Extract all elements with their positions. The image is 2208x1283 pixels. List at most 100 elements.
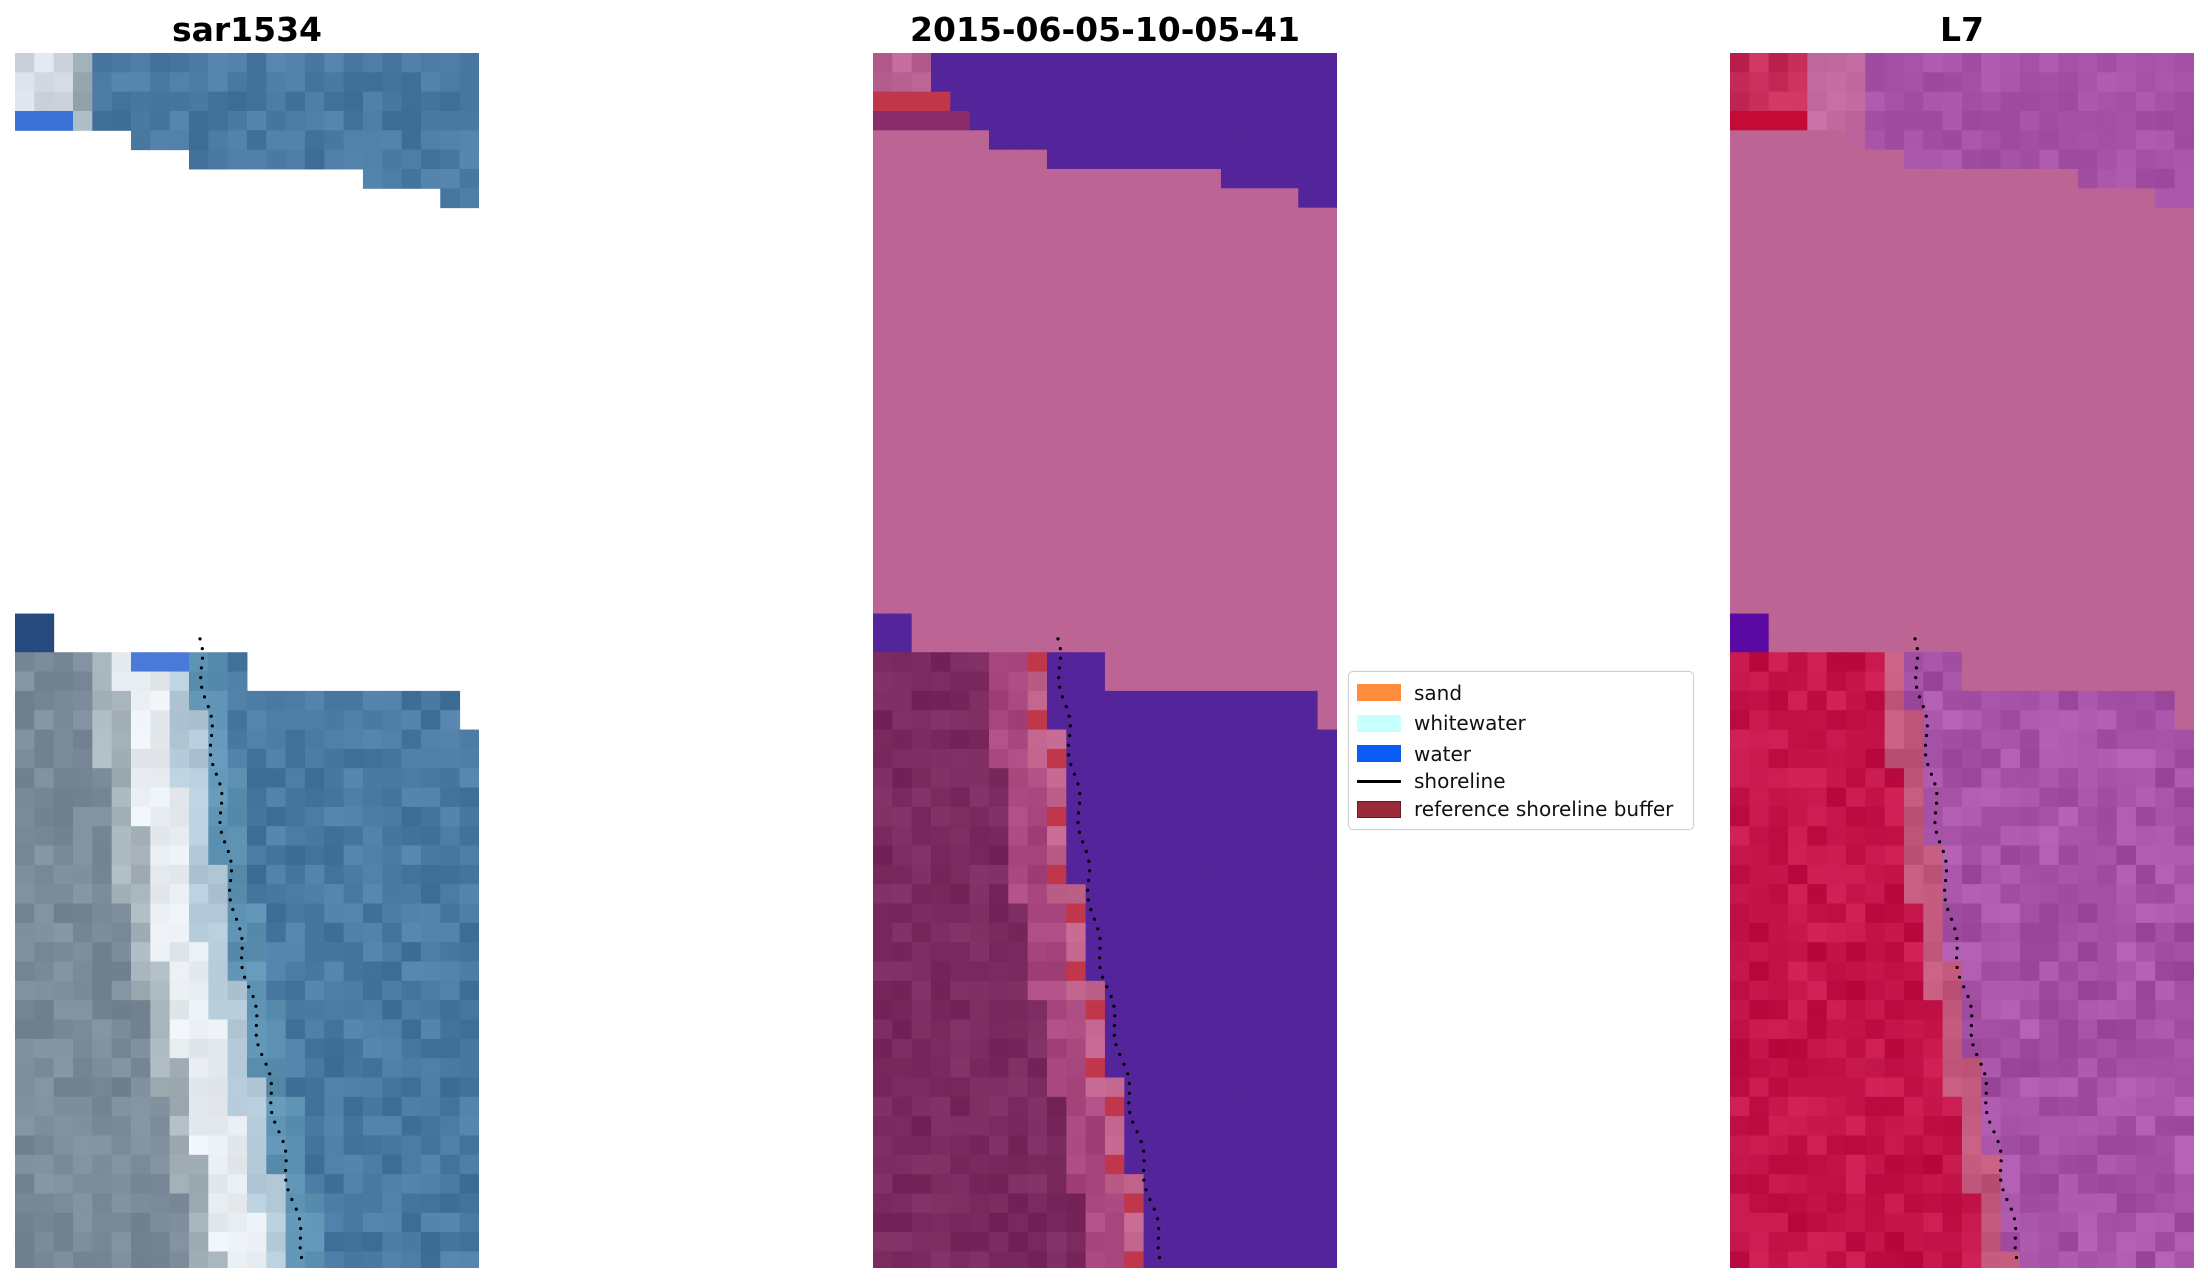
- pixel: [969, 168, 990, 189]
- pixel: [227, 1077, 248, 1098]
- pixel: [1884, 1193, 1905, 1214]
- pixel: [1008, 1174, 1029, 1194]
- pixel: [1278, 1116, 1299, 1136]
- pixel: [1807, 1193, 1828, 1214]
- pixel: [111, 1000, 132, 1020]
- pixel: [1768, 1251, 1789, 1268]
- pixel: [892, 613, 913, 634]
- pixel: [2116, 671, 2137, 692]
- pixel: [873, 1077, 893, 1098]
- pixel: [1182, 710, 1203, 731]
- pixel: [1942, 188, 1963, 209]
- pixel: [1317, 53, 1337, 73]
- pixel: [2077, 168, 2098, 189]
- pixel: [1046, 188, 1067, 209]
- pixel: [285, 922, 306, 943]
- pixel: [892, 246, 913, 267]
- pixel: [1298, 72, 1319, 93]
- pixel: [1278, 420, 1299, 441]
- pixel: [930, 1135, 951, 1156]
- pixel: [1768, 536, 1789, 557]
- pixel: [1278, 1232, 1299, 1252]
- pixel: [1298, 304, 1319, 325]
- pixel: [2097, 265, 2118, 286]
- pixel: [111, 748, 132, 769]
- pixel: [227, 710, 248, 731]
- pixel: [1730, 497, 1750, 518]
- pixel: [1787, 1038, 1808, 1059]
- pixel: [1768, 1193, 1789, 1214]
- pixel: [34, 748, 55, 769]
- pixel: [1884, 265, 1905, 286]
- pixel: [343, 1116, 364, 1136]
- pixel: [1008, 304, 1029, 325]
- pixel: [1884, 420, 1905, 441]
- pixel: [969, 594, 990, 615]
- pixel: [1182, 439, 1203, 460]
- pixel: [2116, 806, 2137, 827]
- pixel: [2174, 362, 2194, 383]
- pixel: [1220, 903, 1241, 924]
- pixel: [873, 613, 893, 634]
- pixel: [2077, 1193, 2098, 1214]
- pixel: [969, 1232, 990, 1252]
- pixel: [420, 1174, 441, 1194]
- pixel: [988, 458, 1009, 479]
- pixel: [1182, 304, 1203, 325]
- pixel: [324, 1154, 345, 1175]
- pixel: [988, 845, 1009, 866]
- pixel: [988, 478, 1009, 499]
- pixel: [2097, 748, 2118, 769]
- pixel: [1046, 110, 1067, 131]
- pixel: [169, 787, 190, 808]
- pixel: [1278, 632, 1299, 653]
- pixel: [1981, 72, 2002, 93]
- pixel: [1240, 652, 1261, 673]
- pixel: [2039, 555, 2060, 576]
- pixel: [1923, 1058, 1944, 1078]
- pixel: [1143, 826, 1164, 847]
- pixel: [950, 787, 971, 808]
- pixel: [1182, 1038, 1203, 1059]
- pixel: [1884, 1232, 1905, 1252]
- pixel: [1903, 420, 1924, 441]
- pixel: [1046, 323, 1067, 344]
- pixel: [246, 1154, 267, 1175]
- pixel: [1903, 632, 1924, 653]
- pixel: [1278, 1038, 1299, 1059]
- pixel: [1317, 342, 1337, 363]
- pixel: [2077, 884, 2098, 905]
- pixel: [2174, 72, 2194, 93]
- pixel: [2174, 168, 2194, 189]
- pixel: [246, 1116, 267, 1136]
- pixel: [1298, 555, 1319, 576]
- pixel: [1826, 188, 1847, 209]
- pixel: [2116, 942, 2137, 963]
- pixel: [2174, 381, 2194, 402]
- pixel: [266, 1038, 287, 1059]
- pixel: [1201, 265, 1222, 286]
- pixel: [2174, 400, 2194, 421]
- pixel: [969, 110, 990, 131]
- pixel: [1240, 864, 1261, 885]
- pixel: [2019, 53, 2040, 73]
- pixel: [1027, 362, 1048, 383]
- pixel: [130, 787, 151, 808]
- pixel: [420, 787, 441, 808]
- shoreline-point: [209, 753, 213, 757]
- pixel: [1923, 826, 1944, 847]
- pixel: [2000, 226, 2021, 247]
- pixel: [150, 787, 171, 808]
- pixel: [1278, 478, 1299, 499]
- pixel: [1903, 1251, 1924, 1268]
- pixel: [15, 864, 35, 885]
- pixel: [930, 845, 951, 866]
- pixel: [1317, 168, 1337, 189]
- pixel: [1008, 265, 1029, 286]
- pixel: [150, 1096, 171, 1117]
- pixel: [873, 1096, 893, 1117]
- pixel: [440, 1154, 461, 1175]
- pixel: [1865, 690, 1886, 711]
- pixel: [892, 1096, 913, 1117]
- pixel: [1240, 787, 1261, 808]
